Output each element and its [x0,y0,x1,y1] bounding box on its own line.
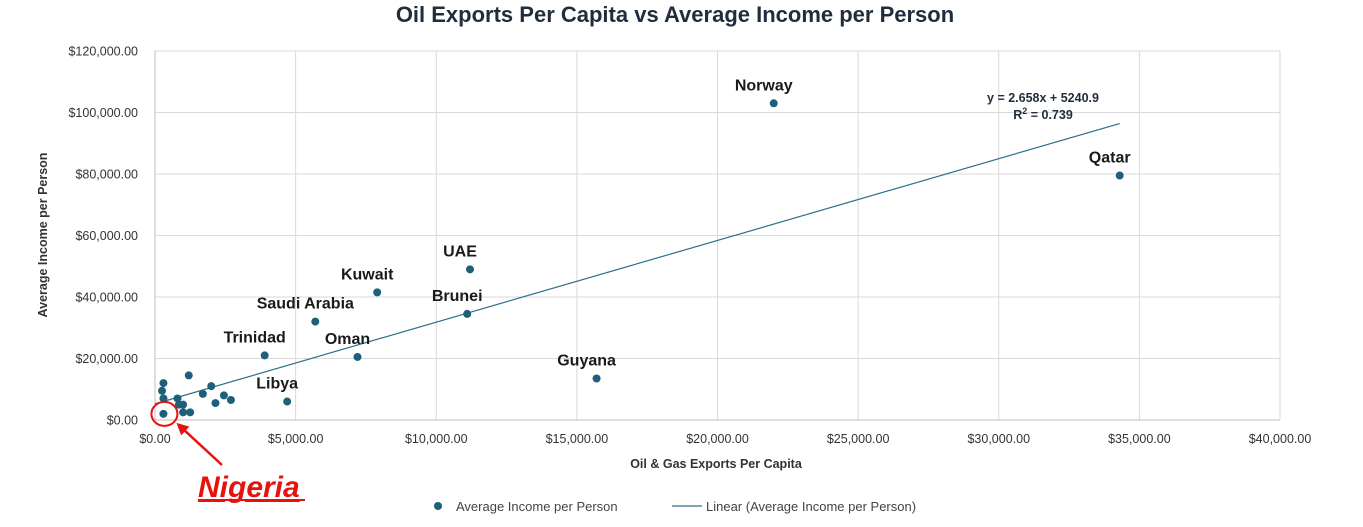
data-point [211,399,220,408]
legend-marker [434,502,442,510]
legend-item-trendline: Linear (Average Income per Person) [706,499,916,514]
legend: Average Income per Person Linear (Averag… [434,499,916,514]
r2-suffix: = 0.739 [1027,108,1073,122]
trendline-layer [154,122,1120,405]
data-point [353,352,362,361]
highlight-circle [150,400,179,427]
data-point [283,397,292,406]
x-tick-label: $10,000.00 [405,432,468,446]
x-tick-label: $5,000.00 [268,432,324,446]
y-axis-label: Average Income per Person [36,153,50,318]
trendline-equation: y = 2.658x + 5240.9 R2 = 0.739 [987,91,1099,122]
x-axis-label: Oil & Gas Exports Per Capita [630,457,803,471]
data-point [173,394,182,403]
data-point [184,371,193,380]
point-labels: Norway Qatar UAE Kuwait Brunei Saudi Arabia Tr… [224,77,1131,392]
x-tick-label: $30,000.00 [967,432,1030,446]
y-tick-label: $40,000.00 [75,291,138,305]
chart-title: Oil Exports Per Capita vs Average Income… [396,2,954,27]
point-label: UAE [443,243,477,260]
x-tick-label: $35,000.00 [1108,432,1171,446]
point-label: Oman [325,331,370,348]
data-point [769,99,778,108]
data-point [207,382,216,391]
data-point [592,374,601,383]
callout-arrow [181,427,223,466]
point-label: Libya [256,376,298,393]
data-point [226,396,235,405]
data-point [159,394,168,403]
y-tick-label: $100,000.00 [68,106,138,120]
callout-label: Nigeria [198,471,300,504]
data-point [179,408,188,417]
data-point [179,400,188,409]
y-tick-label: $120,000.00 [68,45,138,59]
data-point [260,351,269,360]
r2-prefix: R [1013,108,1022,122]
point-label: Trinidad [224,329,286,346]
data-points [158,99,1124,418]
x-tick-label: $25,000.00 [827,432,890,446]
point-label: Kuwait [341,266,394,283]
data-point [311,317,320,326]
trendline [154,122,1120,405]
y-tick-label: $20,000.00 [75,352,138,366]
data-point [159,409,168,418]
x-tick-label: $15,000.00 [546,432,609,446]
point-label: Norway [735,77,793,94]
point-label: Qatar [1089,150,1131,167]
tick-labels: $0.00 $5,000.00 $10,000.00 $15,000.00 $20,00… [68,45,1311,447]
callout-arrowhead [176,422,190,436]
axes [154,51,1280,421]
data-point [186,408,195,417]
data-point [373,288,382,297]
data-point [159,379,168,388]
legend-item-scatter: Average Income per Person [456,499,618,514]
data-point [198,389,207,398]
data-point [1115,171,1124,180]
point-label: Guyana [557,352,616,369]
trendline-equation-text: y = 2.658x + 5240.9 [987,91,1099,105]
gridlines [155,50,1281,420]
x-tick-label: $0.00 [139,432,170,446]
point-label: Brunei [432,288,483,305]
y-tick-label: $80,000.00 [75,168,138,182]
point-label: Saudi Arabia [257,296,354,313]
y-tick-label: $60,000.00 [75,229,138,243]
data-point [219,391,228,400]
x-tick-label: $40,000.00 [1249,432,1312,446]
r2-superscript: 2 [1022,106,1027,116]
x-tick-label: $20,000.00 [686,432,749,446]
trendline-r2-text: R2 = 0.739 [1013,106,1073,122]
data-point [463,309,472,318]
nigeria-callout: Nigeria [150,400,305,504]
data-point [466,265,474,274]
data-point [158,386,167,395]
y-tick-label: $0.00 [107,414,138,428]
